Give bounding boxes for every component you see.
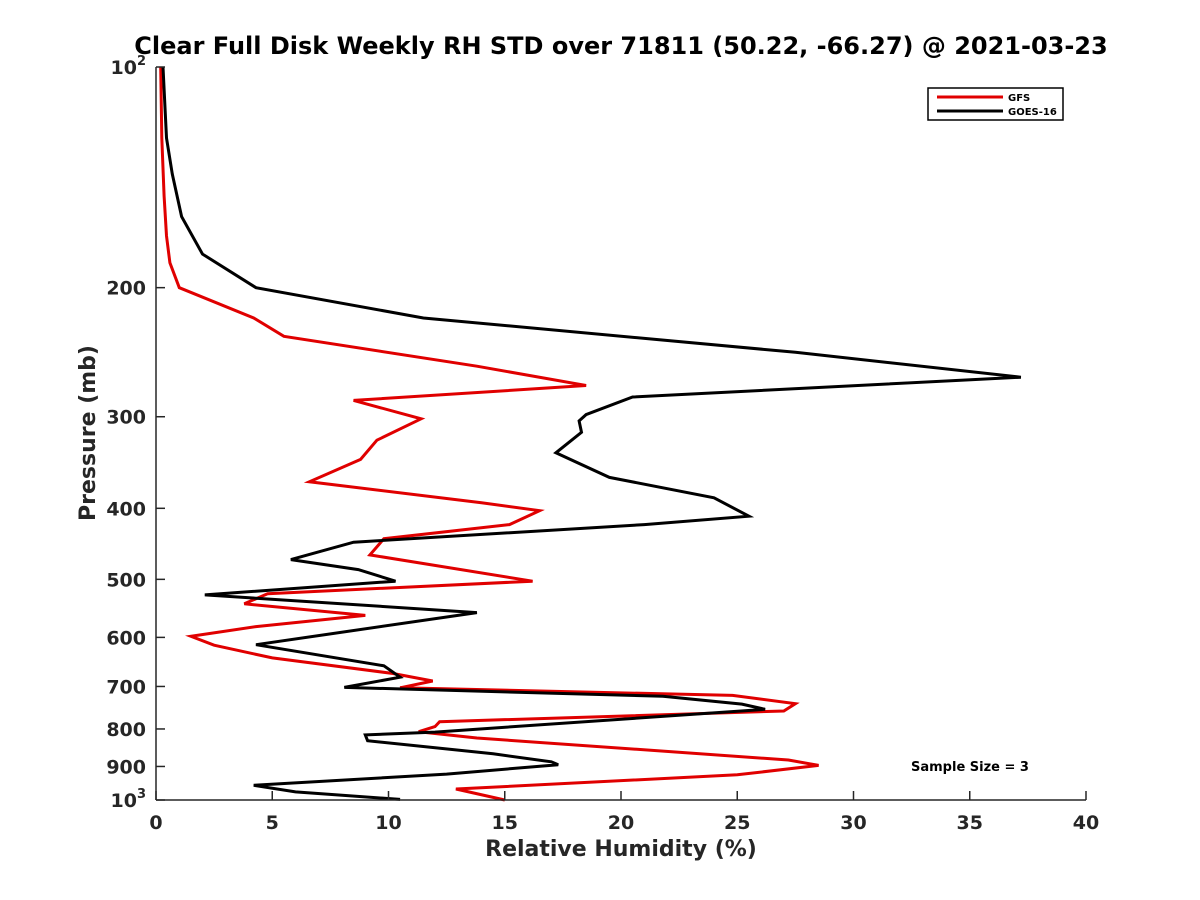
legend-label-gfs: GFS — [1008, 93, 1030, 104]
y-tick-label: 300 — [106, 407, 146, 429]
chart-title: Clear Full Disk Weekly RH STD over 71811… — [134, 32, 1107, 60]
legend: GFS GOES-16 — [927, 87, 1064, 121]
legend-box — [927, 87, 1064, 121]
series-line-goes16 — [161, 66, 1022, 801]
y-tick-label: 400 — [106, 498, 146, 520]
y-tick-label: 200 — [106, 278, 146, 300]
x-tick-label: 10 — [375, 812, 401, 834]
y-tick-label: 800 — [106, 719, 146, 741]
x-axis-ticks: 0 5 10 15 20 25 30 35 40 — [149, 791, 1099, 834]
x-tick-label: 20 — [608, 812, 634, 834]
y-tick-label: 600 — [106, 627, 146, 649]
x-tick-label: 30 — [840, 812, 866, 834]
y-tick-label: 700 — [106, 676, 146, 698]
y-tick-label: 103 — [111, 787, 147, 812]
y-tick-label: 102 — [111, 54, 147, 79]
x-tick-label: 0 — [149, 812, 162, 834]
series-layer — [159, 66, 1022, 802]
x-tick-label: 25 — [724, 812, 750, 834]
x-axis-label: Relative Humidity (%) — [485, 837, 757, 862]
series-line-gfs — [159, 66, 819, 802]
sample-size-annotation: Sample Size = 3 — [911, 760, 1029, 775]
plot-area — [156, 67, 1086, 800]
y-tick-label: 500 — [106, 569, 146, 591]
x-tick-label: 15 — [492, 812, 518, 834]
legend-label-goes16: GOES-16 — [1008, 107, 1057, 118]
y-axis-ticks: 102 200 300 400 500 600 700 800 900 103 — [106, 54, 165, 812]
y-axis-label: Pressure (mb) — [76, 345, 101, 521]
y-tick-label: 900 — [106, 756, 146, 778]
x-tick-label: 35 — [957, 812, 983, 834]
x-tick-label: 5 — [266, 812, 279, 834]
x-tick-label: 40 — [1073, 812, 1099, 834]
